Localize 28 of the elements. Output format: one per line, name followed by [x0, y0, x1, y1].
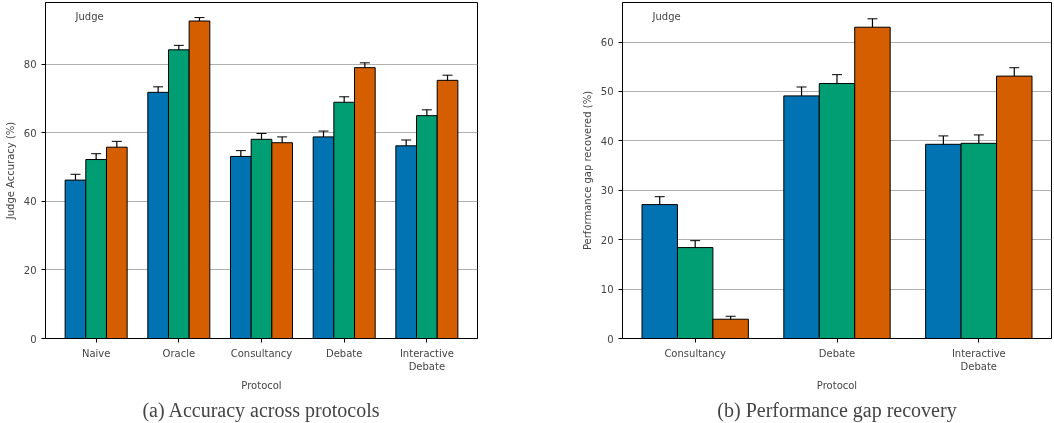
y-axis-title: Performance gap recovered (%) [581, 90, 593, 251]
y-tick-label: 50 [600, 86, 614, 98]
x-tick-label: Oracle [162, 347, 196, 359]
y-tick-label: 60 [23, 127, 37, 139]
x-axis-title: Protocol [816, 379, 858, 391]
y-tick-label: 20 [23, 264, 37, 276]
y-axis-title: Judge Accuracy (%) [4, 121, 16, 221]
x-tick-label: Interactive Debate [951, 347, 1006, 372]
y-tick-label: 30 [600, 185, 614, 197]
y-tick-label: 0 [30, 333, 37, 345]
y-tick-label: 0 [607, 333, 614, 345]
y-tick-label: 80 [23, 59, 37, 71]
legend-title: Judge [74, 10, 104, 22]
x-tick-label: Consultancy [230, 347, 293, 359]
y-tick-label: 20 [600, 234, 614, 246]
x-axis-title: Protocol [241, 379, 282, 391]
text: (a) Accuracy across protocols [142, 398, 380, 422]
x-tick-label: Interactive Debate [399, 347, 454, 372]
y-tick-label: 40 [23, 196, 37, 208]
text: (b) Performance gap recovery [717, 398, 957, 422]
y-tick-label: 40 [600, 135, 614, 147]
x-tick-label: Debate [818, 347, 856, 359]
y-tick-label: 60 [600, 37, 614, 49]
legend-title: Judge [651, 10, 681, 22]
x-tick-label: Naive [81, 347, 111, 359]
x-tick-label: Consultancy [664, 347, 727, 359]
y-tick-label: 10 [600, 284, 614, 296]
x-tick-label: Debate [325, 347, 363, 359]
